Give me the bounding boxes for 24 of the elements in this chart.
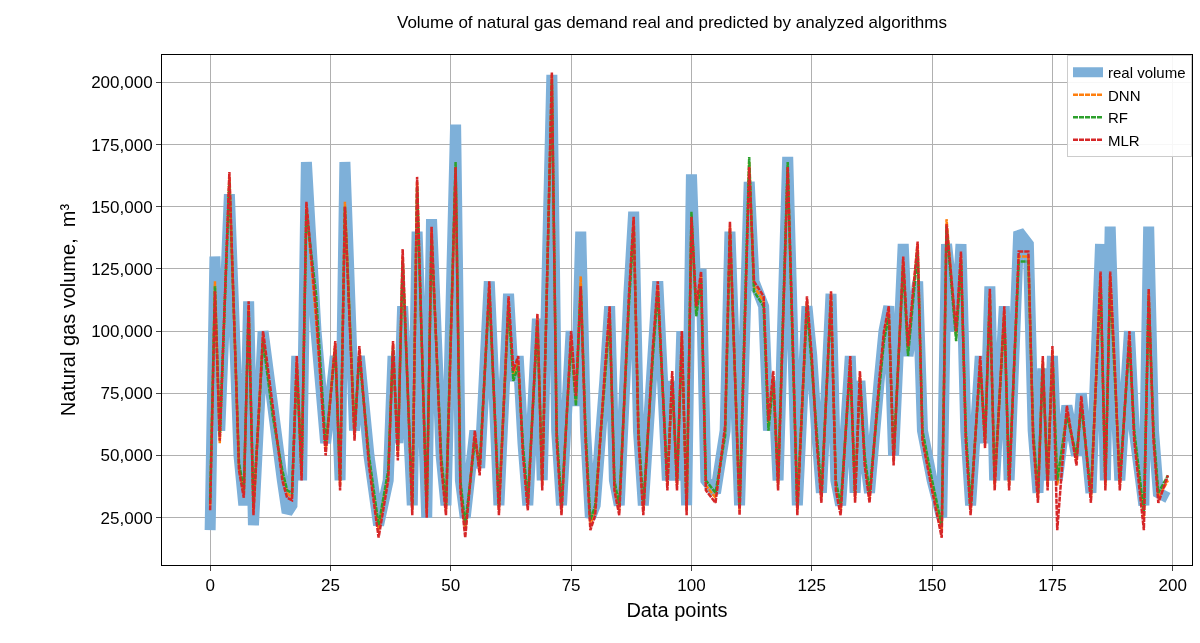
legend-label: real volume — [1108, 64, 1186, 82]
y-axis-title: Natural gas volume, m³ — [56, 203, 79, 417]
x-tick-label: 175 — [1038, 576, 1067, 596]
legend-label: RF — [1108, 109, 1128, 127]
x-tick-label: 150 — [917, 576, 947, 596]
chart-title: Volume of natural gas demand real and predicted by analyzed algorithms — [396, 12, 948, 32]
x-tick-label: 200 — [1158, 576, 1187, 596]
x-tick-label: 50 — [441, 576, 461, 596]
x-tick-label: 125 — [797, 576, 826, 596]
y-tick-label: 25,000 — [100, 508, 153, 528]
x-axis-title: Data points — [626, 598, 728, 621]
legend-label: MLR — [1108, 131, 1140, 149]
legend-label: DNN — [1108, 86, 1141, 104]
x-tick-label: 75 — [561, 576, 581, 596]
y-tick-label: 150,000 — [91, 197, 153, 217]
y-tick-label: 200,000 — [91, 73, 153, 93]
y-tick-label: 125,000 — [91, 259, 153, 279]
y-tick-label: 50,000 — [100, 446, 153, 466]
y-tick-label: 75,000 — [100, 384, 153, 404]
x-tick-label: 100 — [677, 576, 706, 596]
y-tick-label: 175,000 — [91, 135, 153, 155]
x-tick-label: 25 — [321, 576, 340, 596]
y-tick-label: 100,000 — [91, 322, 153, 342]
x-tick-label: 0 — [205, 576, 215, 596]
